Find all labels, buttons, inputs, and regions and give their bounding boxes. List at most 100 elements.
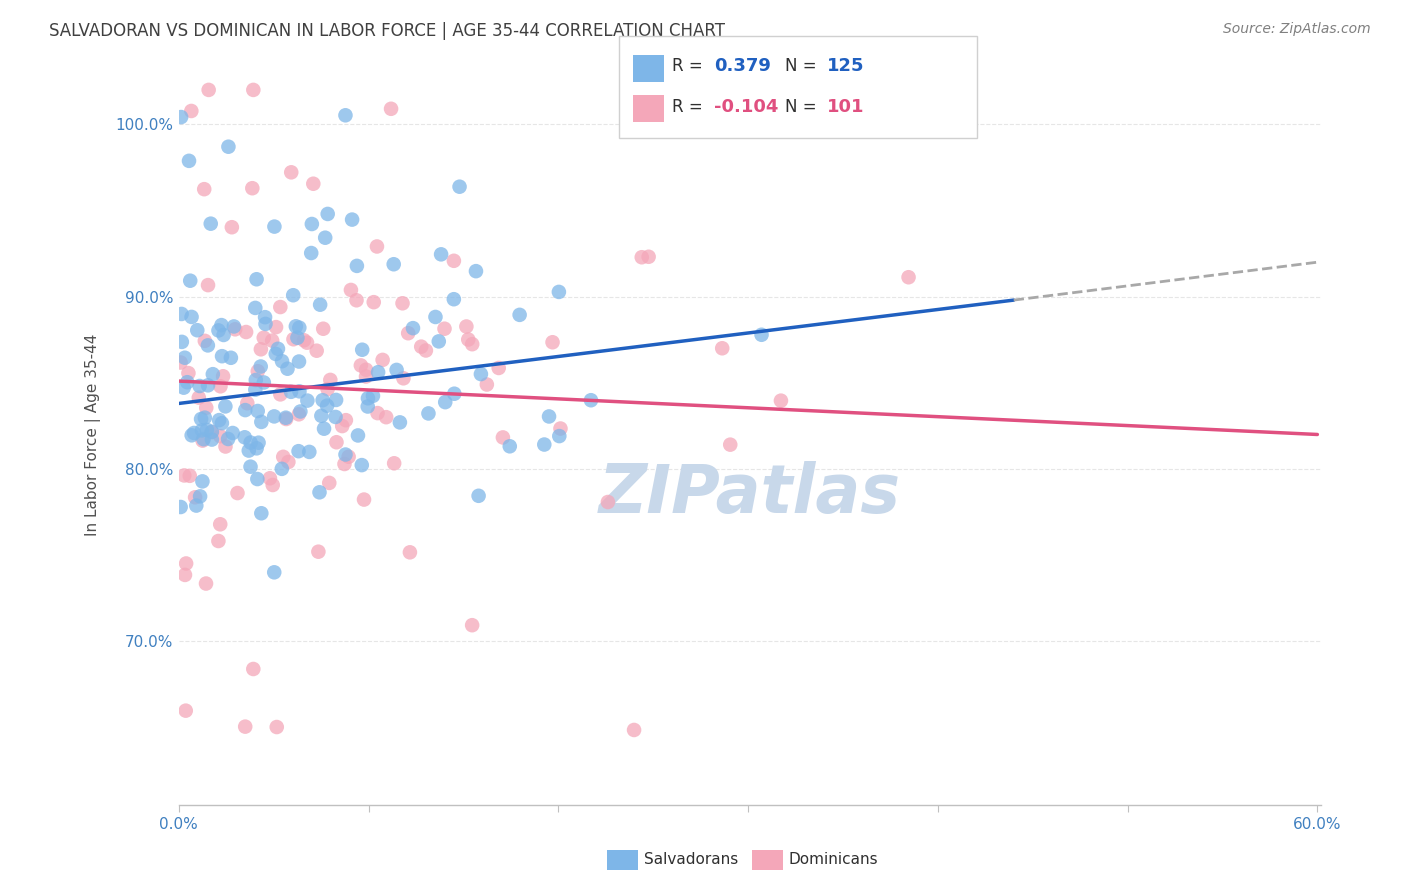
Point bbox=[250, 415, 273, 429]
Point bbox=[233, 403, 256, 417]
Point bbox=[333, 457, 356, 471]
Point bbox=[239, 435, 262, 450]
Point bbox=[299, 246, 322, 260]
Point bbox=[208, 413, 231, 427]
Point bbox=[240, 181, 263, 195]
Point bbox=[259, 471, 281, 485]
Point bbox=[363, 295, 385, 310]
Point bbox=[418, 406, 440, 420]
Point bbox=[367, 365, 389, 379]
Point bbox=[769, 393, 792, 408]
Point bbox=[274, 410, 297, 425]
Point bbox=[325, 392, 347, 407]
Text: ZIPatlas: ZIPatlas bbox=[599, 461, 901, 527]
Point bbox=[461, 337, 484, 351]
Point bbox=[711, 341, 734, 355]
Point bbox=[194, 334, 217, 348]
Point bbox=[449, 179, 471, 194]
Point bbox=[212, 328, 235, 343]
Point bbox=[316, 382, 339, 396]
Point bbox=[312, 322, 335, 336]
Point bbox=[430, 247, 453, 261]
Point bbox=[346, 293, 368, 308]
Point bbox=[388, 416, 411, 430]
Point bbox=[253, 376, 276, 390]
Point bbox=[173, 381, 195, 395]
Point bbox=[391, 296, 413, 310]
Point bbox=[254, 310, 277, 325]
Point bbox=[170, 334, 193, 349]
Point bbox=[305, 343, 328, 358]
Point bbox=[492, 430, 515, 444]
Point bbox=[195, 401, 218, 415]
Text: 101: 101 bbox=[827, 98, 865, 116]
Text: N =: N = bbox=[785, 57, 821, 75]
Point bbox=[280, 165, 302, 179]
Point bbox=[224, 322, 246, 336]
Point bbox=[298, 445, 321, 459]
Point bbox=[177, 366, 200, 380]
Text: R =: R = bbox=[672, 57, 709, 75]
Point bbox=[245, 272, 267, 286]
Point bbox=[188, 379, 211, 393]
Point bbox=[297, 393, 319, 408]
Point bbox=[209, 429, 232, 443]
Point bbox=[174, 557, 197, 571]
Point bbox=[357, 391, 380, 405]
Point bbox=[382, 257, 405, 271]
Point bbox=[226, 486, 249, 500]
Point bbox=[233, 720, 256, 734]
Text: SALVADORAN VS DOMINICAN IN LABOR FORCE | AGE 35-44 CORRELATION CHART: SALVADORAN VS DOMINICAN IN LABOR FORCE |… bbox=[49, 22, 725, 40]
Point bbox=[253, 331, 276, 345]
Point bbox=[367, 406, 389, 420]
Point bbox=[246, 472, 269, 486]
Point bbox=[193, 432, 215, 446]
Point bbox=[211, 349, 233, 363]
Point bbox=[461, 618, 484, 632]
Point bbox=[350, 458, 373, 472]
Point bbox=[169, 355, 191, 369]
Point bbox=[188, 489, 211, 503]
Point bbox=[271, 450, 294, 464]
Point bbox=[295, 335, 318, 350]
Point bbox=[174, 568, 197, 582]
Point bbox=[283, 288, 305, 302]
Point bbox=[311, 393, 333, 408]
Text: Source: ZipAtlas.com: Source: ZipAtlas.com bbox=[1223, 22, 1371, 37]
Point bbox=[443, 292, 465, 306]
Point bbox=[579, 393, 602, 408]
Point bbox=[354, 369, 377, 384]
Point bbox=[433, 322, 456, 336]
Point bbox=[427, 334, 450, 349]
Point bbox=[221, 220, 243, 235]
Point bbox=[264, 320, 287, 334]
Point bbox=[415, 343, 437, 358]
Point bbox=[262, 478, 284, 492]
Point bbox=[209, 379, 232, 393]
Point bbox=[307, 544, 329, 558]
Point bbox=[246, 404, 269, 418]
Point bbox=[330, 419, 353, 434]
Point bbox=[245, 373, 267, 387]
Point bbox=[290, 404, 312, 418]
Point bbox=[402, 321, 425, 335]
Point bbox=[465, 264, 488, 278]
Point bbox=[347, 428, 370, 442]
Point bbox=[269, 387, 291, 401]
Point bbox=[197, 278, 219, 293]
Point bbox=[267, 342, 290, 356]
Point bbox=[276, 361, 298, 376]
Point bbox=[396, 326, 419, 341]
Point bbox=[169, 500, 191, 514]
Point bbox=[214, 440, 236, 454]
Point bbox=[238, 443, 260, 458]
Point bbox=[200, 217, 222, 231]
Point bbox=[475, 377, 498, 392]
Point bbox=[209, 517, 232, 532]
Point bbox=[170, 307, 193, 321]
Point bbox=[263, 409, 285, 424]
Point bbox=[173, 351, 195, 365]
Point bbox=[425, 310, 447, 324]
Point bbox=[288, 407, 311, 421]
Point bbox=[353, 492, 375, 507]
